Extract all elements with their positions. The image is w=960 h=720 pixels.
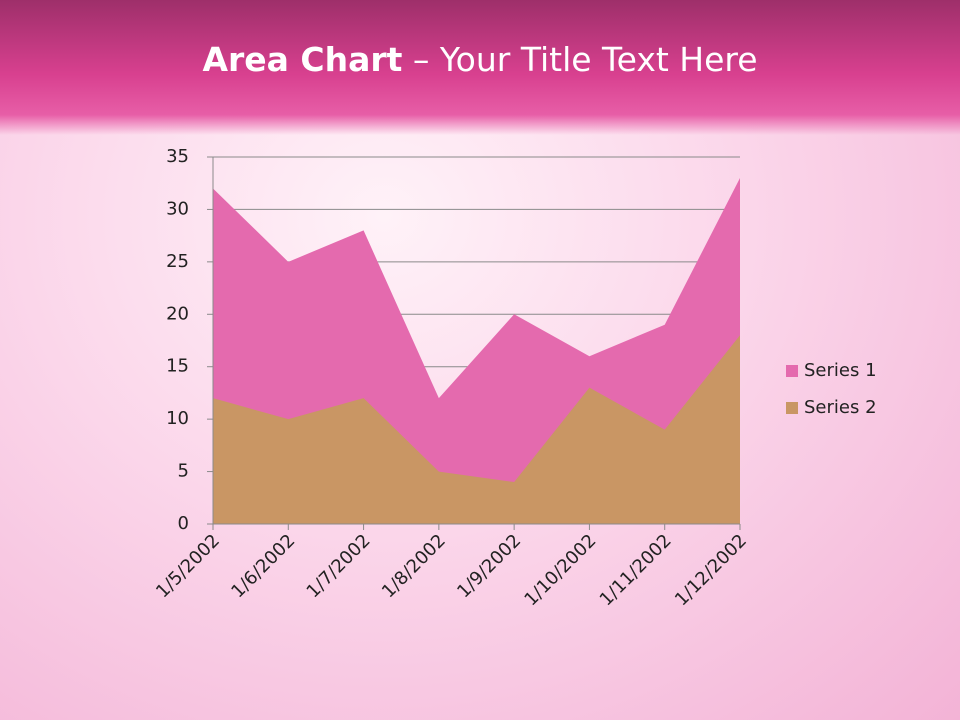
x-tick-label: 1/5/2002 bbox=[152, 530, 224, 602]
chart-title: Area Chart – Your Title Text Here bbox=[0, 40, 960, 79]
legend-swatch bbox=[786, 402, 798, 414]
y-tick-label: 25 bbox=[166, 251, 189, 272]
x-tick-label: 1/10/2002 bbox=[520, 530, 600, 610]
x-tick-label: 1/11/2002 bbox=[596, 530, 676, 610]
y-tick-label: 0 bbox=[178, 513, 189, 534]
y-tick-label: 10 bbox=[166, 408, 189, 429]
legend-swatch bbox=[786, 365, 798, 377]
x-tick-label: 1/6/2002 bbox=[227, 530, 299, 602]
legend-label: Series 1 bbox=[804, 360, 877, 381]
y-tick-label: 30 bbox=[166, 198, 189, 219]
x-tick-label: 1/8/2002 bbox=[378, 530, 450, 602]
x-tick-label: 1/7/2002 bbox=[303, 530, 375, 602]
title-rest: – Your Title Text Here bbox=[412, 40, 758, 79]
x-tick-label: 1/9/2002 bbox=[453, 530, 525, 602]
area bbox=[213, 335, 740, 524]
y-tick-label: 20 bbox=[166, 303, 189, 324]
header-band bbox=[0, 0, 960, 135]
y-tick-label: 5 bbox=[178, 461, 189, 482]
legend-label: Series 2 bbox=[804, 397, 877, 418]
y-tick-label: 35 bbox=[166, 146, 189, 167]
y-tick-label: 15 bbox=[166, 356, 189, 377]
x-tick-label: 1/12/2002 bbox=[671, 530, 751, 610]
title-bold: Area Chart bbox=[202, 40, 403, 79]
